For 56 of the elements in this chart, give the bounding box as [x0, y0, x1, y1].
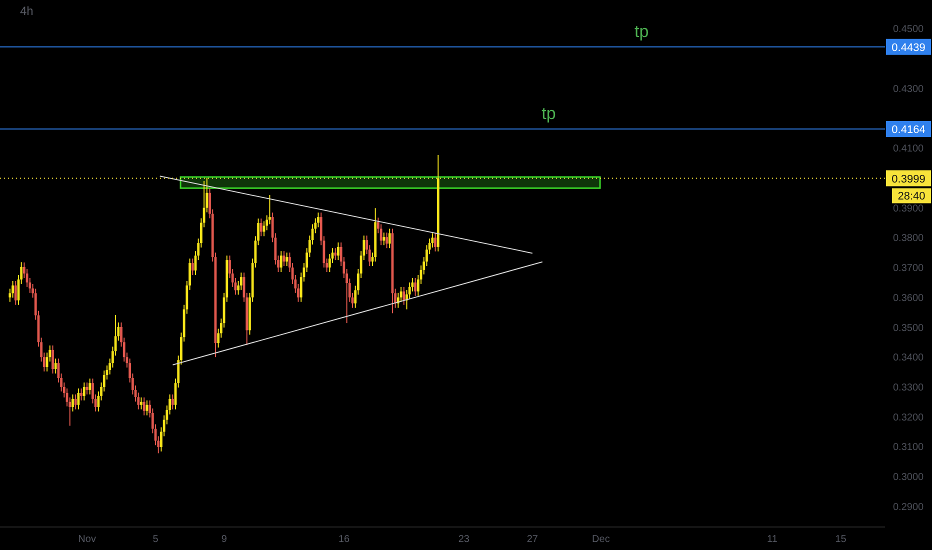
candlestick	[334, 248, 337, 261]
candlestick	[191, 258, 194, 276]
candlestick	[12, 280, 14, 298]
x-tick-label: 23	[458, 534, 470, 546]
candlestick	[142, 396, 146, 416]
x-tick-label: 5	[152, 534, 159, 546]
x-tick-label: 27	[526, 534, 538, 546]
candlestick	[171, 394, 174, 410]
y-tick-label: 0.3300	[893, 382, 924, 394]
y-tick-label: 0.3000	[893, 472, 924, 484]
candlestick	[280, 250, 282, 273]
ref-line-label: 0.4439	[892, 42, 926, 54]
candlestick	[77, 388, 80, 410]
y-tick-label: 0.3200	[893, 412, 924, 424]
y-tick-label: 0.4500	[893, 24, 924, 36]
candlestick	[402, 286, 406, 306]
candlestick	[140, 396, 142, 410]
annotation: tp	[634, 22, 649, 41]
candlestick	[260, 218, 262, 237]
candlestick	[337, 242, 340, 261]
candlestick	[14, 280, 17, 306]
text: 28:40	[898, 190, 926, 202]
y-tick-label: 0.3500	[893, 322, 924, 334]
candlestick	[434, 232, 436, 252]
annotation: tp	[542, 104, 556, 123]
y-tick-label: 0.3400	[893, 352, 924, 364]
candlestick	[388, 228, 391, 249]
candlestick	[74, 394, 77, 410]
candlestick	[88, 378, 92, 395]
y-tick-label: 0.4300	[893, 84, 924, 95]
candlestick	[82, 382, 86, 401]
candlestick	[54, 358, 57, 374]
x-tick-label: Nov	[78, 534, 96, 546]
y-tick-label: 0.3100	[893, 442, 924, 454]
x-tick-label: 9	[221, 534, 228, 546]
x-tick-label: Dec	[592, 534, 610, 546]
ref-line-label: 0.4164	[892, 124, 926, 136]
candlestick	[80, 388, 82, 401]
candlestick	[382, 232, 386, 246]
y-tick-label: 0.3700	[893, 263, 924, 274]
y-tick-label: 0.2900	[893, 502, 924, 513]
x-tick-label: 15	[835, 534, 847, 546]
candlestick	[240, 272, 242, 290]
candlestick	[52, 344, 54, 374]
candlestick	[72, 394, 74, 412]
candlestick	[386, 232, 388, 249]
x-tick-label: 16	[338, 534, 350, 546]
y-tick-label: 0.3900	[893, 203, 924, 214]
y-tick-label: 0.3600	[893, 292, 924, 304]
x-tick-label: 11	[767, 534, 778, 546]
y-tick-label: 0.3800	[893, 233, 924, 244]
candlestick	[414, 277, 417, 296]
candlestick	[286, 252, 288, 267]
chart-title: 4h	[20, 4, 34, 18]
ref-line-label: 0.3999	[892, 173, 926, 186]
y-tick-label: 0.4100	[893, 144, 924, 155]
